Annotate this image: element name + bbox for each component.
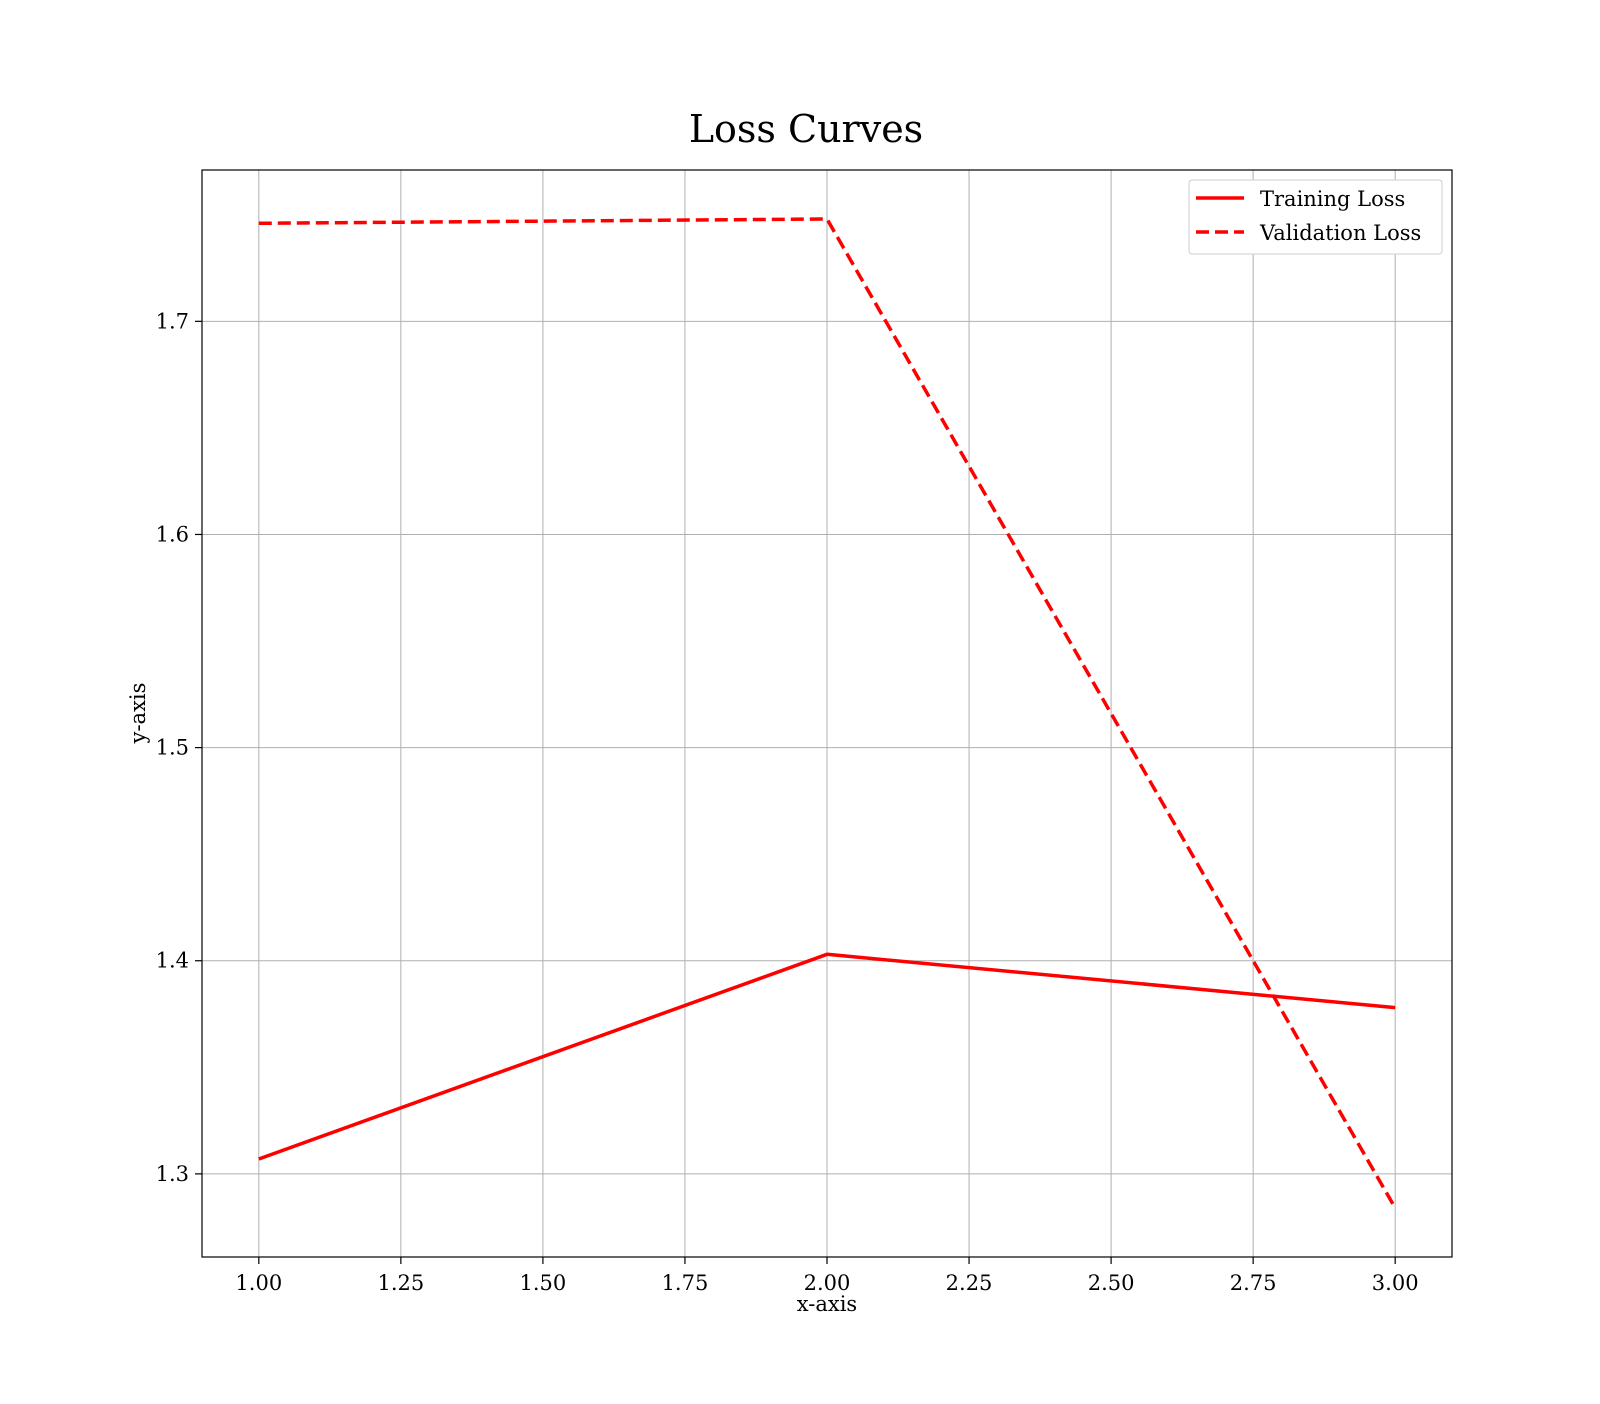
chart-title: Loss Curves	[689, 107, 923, 151]
y-tick-label: 1.6	[156, 522, 189, 546]
series-lines	[258, 217, 1397, 1209]
x-tick-label: 1.25	[377, 1271, 424, 1295]
legend-box	[1188, 179, 1443, 255]
y-tick-label: 1.3	[156, 1162, 189, 1186]
y-tick-label: 1.4	[156, 949, 189, 973]
grid-lines	[202, 170, 1452, 1257]
x-tick-label: 2.25	[946, 1271, 993, 1295]
x-tick-label: 2.75	[1230, 1271, 1277, 1295]
x-tick-label: 1.00	[235, 1271, 282, 1295]
x-tick-label: 1.50	[520, 1271, 567, 1295]
x-axis-label: x-axis	[797, 1292, 857, 1316]
x-tick-label: 2.50	[1088, 1271, 1135, 1295]
y-tick-label: 1.7	[156, 309, 189, 333]
series-line-training-loss	[258, 952, 1396, 1161]
legend: Training Loss Validation Loss	[1188, 179, 1443, 255]
y-tick-label: 1.5	[156, 736, 189, 760]
legend-training-label: Training Loss	[1260, 187, 1405, 211]
y-axis-label: y-axis	[126, 683, 150, 745]
legend-validation-label: Validation Loss	[1259, 221, 1421, 245]
x-tick-label: 2.00	[804, 1271, 851, 1295]
axis-ticks: 1.00 1.25 1.50 1.75 2.00 2.25 2.50 2.75 3.00 1.3 1…	[156, 309, 1419, 1295]
x-tick-label: 1.75	[662, 1271, 709, 1295]
x-tick-label: 3.00	[1372, 1271, 1419, 1295]
